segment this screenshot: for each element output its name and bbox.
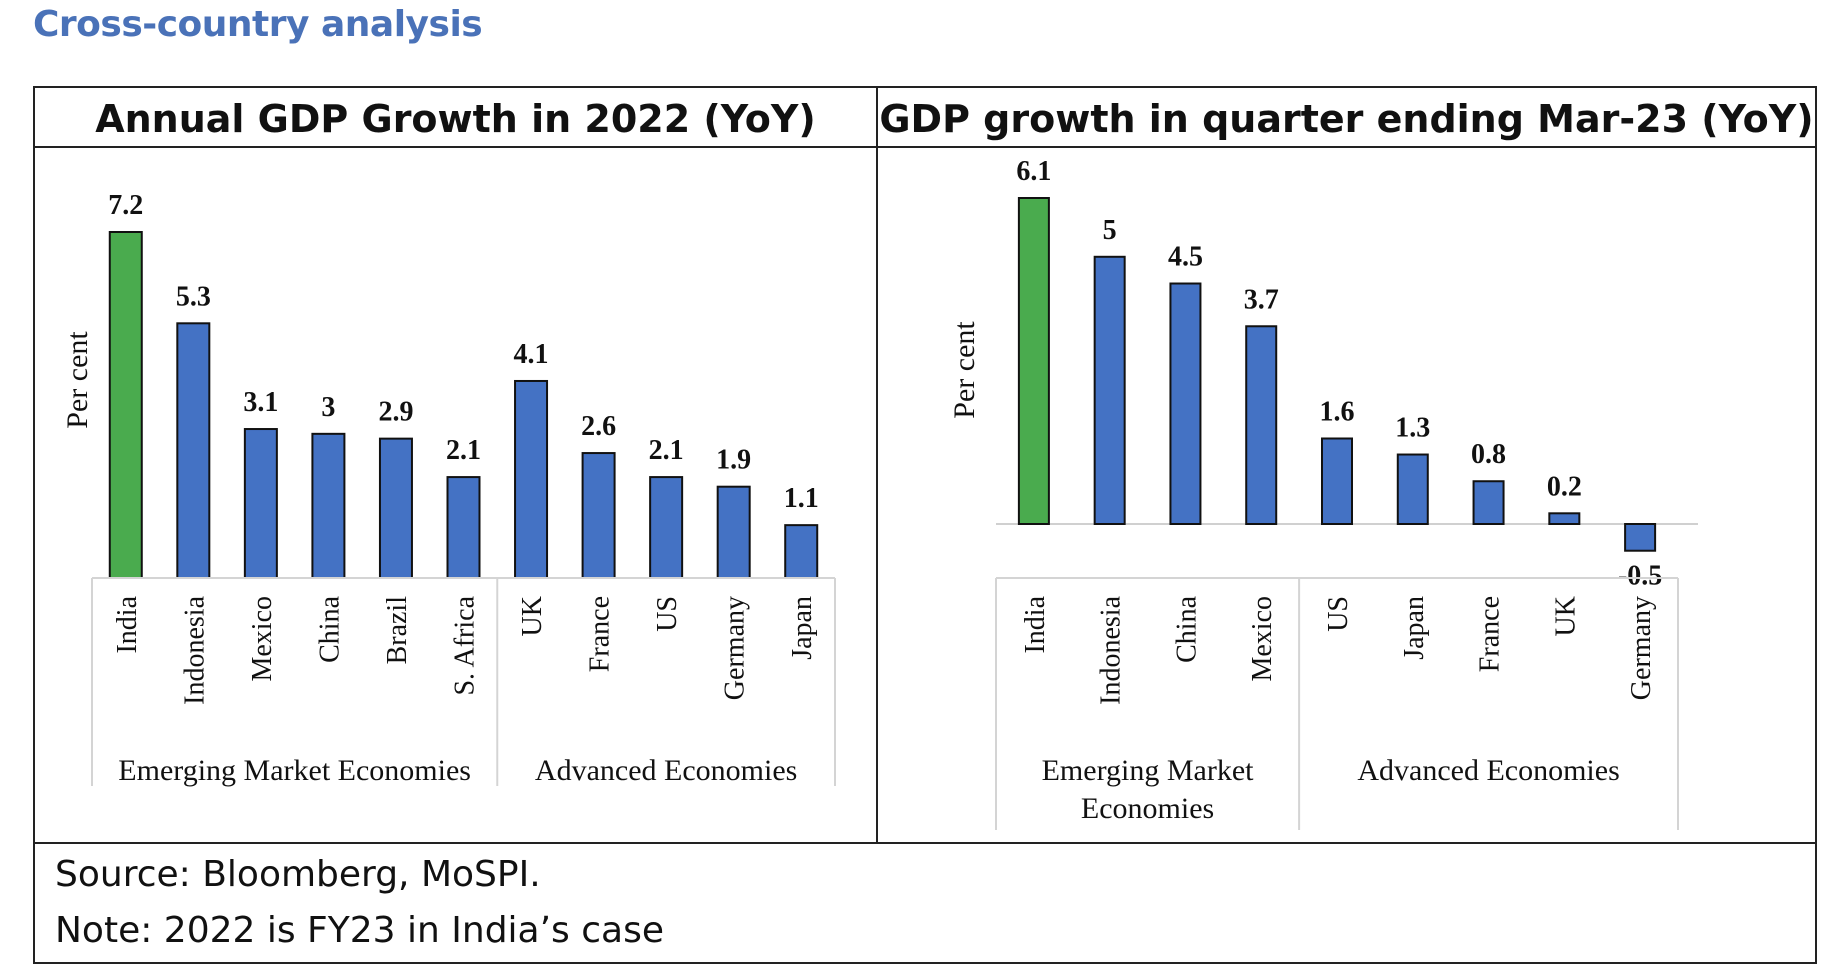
tick-label: UK [1550,596,1581,636]
bar-us [649,476,684,580]
y-axis-label: Per cent [61,331,94,429]
tick-label: UK [517,596,548,636]
tick-label: Mexico [1247,596,1278,682]
data-label: 3 [321,392,335,423]
tick-label: France [585,596,616,672]
data-label: -0.5 [1618,561,1662,592]
chart-title-quarter: GDP growth in quarter ending Mar-23 (YoY… [879,97,1814,141]
tick-label: Japan [1399,596,1430,660]
bar-indonesia [176,322,211,579]
data-label: 1.3 [1395,413,1430,444]
data-label: 4.5 [1168,242,1203,273]
chart-annual-gdp: Per cent 7.2 India 5.3 Indonesia 3.1 Mexico 3 Ch… [61,190,836,787]
bar-france [1472,480,1505,526]
bar-mexico [243,428,278,579]
bar-indonesia [1093,255,1126,525]
tick-label: Indonesia [179,595,210,704]
tick-label: China [1171,595,1202,662]
tick-label: China [314,595,345,662]
data-label: 5.3 [176,281,211,312]
tick-label: US [1323,596,1354,632]
table-divider-title [33,146,1817,148]
source-text: Source: Bloomberg, MoSPI. [55,854,541,895]
y-axis-label: Per cent [948,321,981,419]
bar-germany [716,485,751,580]
bar-brazil [378,437,413,579]
bar-mexico [1245,325,1278,525]
bar-china [311,432,346,580]
tick-label: US [652,596,683,632]
bar-france [581,452,616,579]
tick-label: India [112,595,143,653]
bar-s-africa [446,476,481,580]
chart-quarter-gdp: Per cent 6.1 India 5 Indonesia 4.5 China 3.7 Mex… [948,156,1698,830]
data-label: 3.1 [243,387,278,418]
data-label: 5 [1103,215,1117,246]
bar-uk [514,379,549,579]
tick-label: Brazil [382,596,413,665]
table-divider-footer [33,842,1817,844]
tick-label: Japan [787,596,818,660]
group-label: Emerging Market Economies [1042,754,1255,825]
tick-label: Germany [720,596,751,700]
data-label: 1.6 [1320,396,1355,427]
group-label: Advanced Economies [535,754,797,787]
data-label: 7.2 [108,190,143,221]
charts-table [33,86,1817,964]
bar-uk [1548,512,1581,525]
tick-label: India [1020,595,1051,653]
data-label: 6.1 [1016,156,1051,187]
data-label: 0.8 [1471,439,1506,470]
tick-label: S. Africa [450,595,481,695]
bar-india [1017,197,1050,525]
table-divider-vertical [876,86,878,844]
data-label: 4.1 [514,339,549,370]
data-label: 1.9 [716,445,751,476]
data-label: 3.7 [1244,284,1279,315]
group-label: Emerging Market Economies [118,754,471,787]
bar-germany [1624,523,1657,552]
data-label: 2.9 [378,397,413,428]
chart-title-annual: Annual GDP Growth in 2022 (YoY) [95,97,816,141]
tick-label: France [1475,596,1506,672]
bar-india [108,231,143,579]
group-label: Advanced Economies [1357,754,1619,787]
data-label: 2.6 [581,411,616,442]
bar-japan [1396,453,1429,526]
data-label: 2.1 [446,435,481,466]
bar-china [1169,282,1202,525]
data-label: 1.1 [784,483,819,514]
bar-japan [784,524,819,579]
data-label: 2.1 [649,435,684,466]
tick-label: Germany [1626,596,1657,700]
page-heading: Cross-country analysis [33,4,483,45]
data-label: 0.2 [1547,471,1582,502]
tick-label: Indonesia [1096,595,1127,704]
tick-label: Mexico [247,596,278,682]
bar-us [1321,437,1353,525]
note-text: Note: 2022 is FY23 in India’s case [55,910,665,951]
